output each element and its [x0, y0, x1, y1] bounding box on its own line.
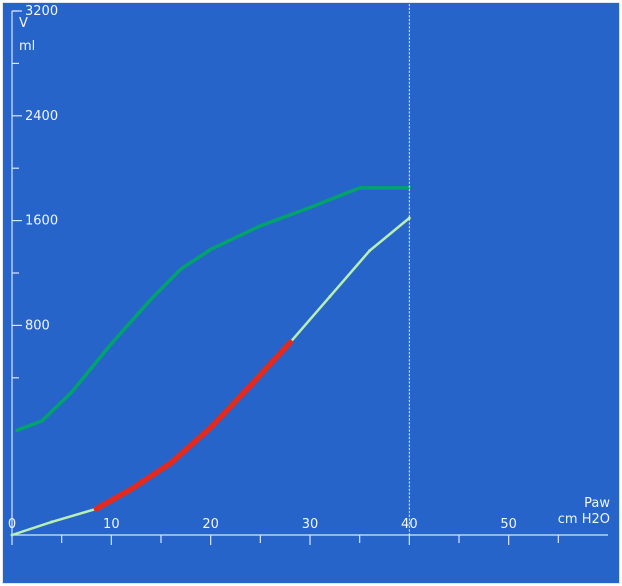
- red-pv-segment-point: [128, 486, 134, 492]
- y-tick-label: 1600: [25, 214, 58, 229]
- green-pv-curve-point: [149, 297, 153, 301]
- y-axis-label-volume: V: [19, 16, 28, 31]
- green-pv-curve: [15, 186, 412, 433]
- light-green-pv-curve-point: [50, 520, 54, 524]
- chart-ticks: [11, 10, 559, 545]
- green-pv-curve-point: [308, 206, 312, 209]
- red-pv-segment-point: [168, 460, 174, 466]
- light-green-pv-curve: [10, 216, 411, 537]
- green-pv-curve-point: [109, 342, 113, 346]
- x-tick-label: 30: [302, 517, 319, 532]
- green-pv-curve-point: [40, 419, 44, 423]
- red-pv-segment-point: [248, 383, 253, 389]
- green-pv-curve-point: [407, 186, 411, 190]
- green-pv-curve-point: [209, 247, 213, 251]
- green-pv-curve-point: [179, 267, 183, 271]
- y-axis-label-unit: ml: [19, 39, 35, 54]
- light-green-pv-curve-point: [407, 216, 411, 220]
- light-green-pv-curve-point: [368, 249, 372, 253]
- x-tick-label: 20: [202, 517, 219, 532]
- green-pv-curve-point: [70, 390, 74, 394]
- light-green-pv-curve-point: [10, 533, 14, 537]
- red-pv-segment-point: [287, 340, 293, 345]
- x-tick-label: 40: [401, 517, 418, 532]
- red-pv-segment-point: [208, 425, 214, 430]
- x-axis-label-unit: cm H2O: [558, 512, 610, 527]
- red-pv-segment-point: [94, 506, 99, 512]
- x-tick-label: 10: [103, 517, 120, 532]
- light-green-pv-curve-point: [328, 295, 332, 299]
- y-tick-label: 800: [25, 318, 50, 333]
- y-tick-label: 3200: [25, 4, 58, 19]
- x-tick-label: 50: [500, 517, 517, 532]
- x-tick-label: 0: [8, 517, 16, 532]
- chart-axes: [11, 11, 608, 536]
- green-pv-curve-point: [258, 224, 262, 228]
- y-tick-label: 2400: [25, 109, 58, 124]
- x-axis-label-pressure: Paw: [584, 496, 610, 511]
- chart-series: [10, 3, 412, 537]
- red-pv-segment: [93, 339, 293, 512]
- green-pv-curve-point: [358, 186, 362, 190]
- green-pv-curve-point: [15, 428, 19, 432]
